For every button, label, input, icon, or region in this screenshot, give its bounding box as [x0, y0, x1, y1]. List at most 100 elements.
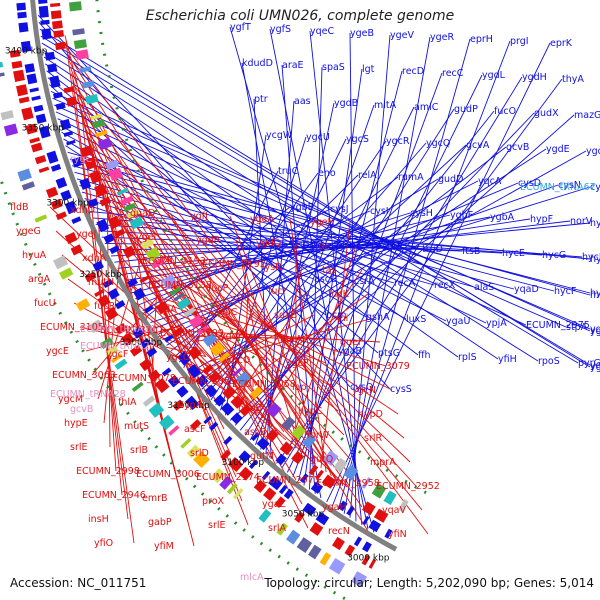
fwd-cds-out-block — [24, 63, 35, 74]
gene-label: truC — [278, 166, 299, 177]
rev-cds-out-block — [344, 544, 356, 557]
rev-cds-out-block — [220, 449, 231, 461]
gene-label: hypD — [358, 409, 383, 420]
gene-label: spaS — [322, 62, 345, 73]
cog-out-block — [99, 337, 114, 350]
fwd-cds-block — [250, 431, 260, 442]
rev-cds-out-block — [332, 536, 345, 551]
connector-line — [93, 154, 117, 472]
gene-label: hycI — [590, 254, 600, 265]
fwd-cds-block — [47, 63, 58, 73]
gene-label: yqaA — [590, 360, 600, 371]
gene-label: ECUMN_2998 — [76, 466, 140, 477]
gene-label: yqeC — [310, 26, 334, 37]
gene-label: ygcQ — [426, 138, 450, 149]
connector-line — [52, 97, 591, 330]
gene-label: yfiM — [154, 541, 174, 552]
fwd-cds-block — [196, 374, 209, 388]
rev-cds-out-block — [121, 332, 136, 347]
cog-in-block — [323, 450, 339, 466]
connector-line — [59, 125, 447, 322]
gene-label: mltA — [374, 100, 397, 111]
gene-label: hypE — [64, 418, 88, 429]
cog-in-block — [196, 325, 209, 336]
gene-label: lysR — [262, 262, 282, 273]
gene-label: hycD — [590, 288, 600, 299]
rev-cds-block — [373, 508, 389, 523]
cog-in-block — [291, 424, 306, 440]
gene-label: ygdH — [522, 72, 547, 83]
cog-in-block — [73, 39, 87, 50]
cog-out-block — [286, 529, 301, 545]
rev-cds-block — [173, 326, 185, 338]
fwd-cds-block — [59, 118, 72, 131]
gene-label: eprH — [470, 34, 493, 45]
cog-in-block — [85, 93, 99, 105]
gene-label: ygcN — [352, 385, 376, 396]
fwd-cds-block — [87, 198, 99, 208]
rev-cds-block — [321, 474, 337, 489]
gene-label: ygdB — [334, 98, 358, 109]
fwd-cds-block — [164, 334, 174, 343]
gene-label: pyrG — [578, 358, 600, 369]
rev-cds-out-block — [94, 288, 105, 297]
gene-label: ygeI — [136, 232, 156, 243]
cog-in-block — [188, 314, 204, 329]
fwd-cds-out-block — [278, 484, 288, 495]
gene-label: insH — [88, 514, 109, 525]
gene-label: pcm — [326, 310, 347, 321]
gene-label: gabP — [148, 517, 172, 528]
cog-out-block — [53, 255, 69, 270]
gene-label: srlE — [208, 520, 226, 531]
tick-label: 3400 kbp — [5, 46, 48, 56]
gene-label: srlB — [130, 445, 148, 456]
connector-line — [42, 49, 539, 362]
cog-in-block — [161, 274, 178, 290]
fwd-cds-out-block — [223, 435, 233, 446]
cog-in-block — [333, 457, 348, 473]
gene-label: araE — [282, 60, 304, 71]
fwd-cds-out-block — [238, 450, 252, 463]
connector-lines — [37, 14, 591, 547]
gene-label: cysN — [558, 180, 581, 191]
fwd-cds-block — [368, 519, 382, 533]
gene-label: recX — [434, 280, 456, 291]
rev-cds-out-block — [25, 123, 38, 135]
fwd-cds-block — [133, 287, 146, 301]
fwd-cds-out-block — [362, 541, 372, 553]
gene-label: ygcS — [346, 134, 369, 145]
rev-cds-out-block — [361, 554, 371, 566]
connector-line — [69, 158, 591, 294]
gene-label: ptr — [254, 94, 268, 105]
gene-label: rplS — [458, 352, 477, 363]
connector-line — [121, 257, 282, 436]
connector-line — [320, 221, 351, 469]
gene-label: kdudD — [242, 58, 273, 69]
gene-label: ECUMN_2946 — [82, 490, 146, 501]
connector-line — [210, 140, 387, 401]
cog-in-block — [108, 167, 124, 181]
rev-cds-block — [155, 301, 170, 315]
gene-label: yfiH — [498, 354, 517, 365]
gene-label: ypjA — [486, 318, 507, 329]
fwd-cds-block — [44, 51, 56, 61]
fwd-cds-out-block — [60, 189, 72, 201]
cog-out-block — [158, 414, 175, 431]
gene-label: ECUMN_3109 — [160, 328, 224, 339]
connector-line — [85, 129, 357, 484]
fwd-cds-out-block — [33, 104, 44, 113]
gene-label: hycH — [582, 252, 600, 263]
cog-in-block — [129, 216, 145, 230]
cog-out-block — [88, 319, 104, 333]
rev-cds-out-block — [21, 107, 34, 121]
rev-cds-block — [54, 41, 66, 51]
rev-cds-block — [107, 215, 122, 230]
gene-label: cysJ — [330, 204, 349, 215]
gene-label: ygdH — [220, 331, 245, 342]
gene-label: stpA — [566, 322, 588, 333]
gene-label: ECUMN_3138 — [148, 280, 212, 291]
fwd-cds-out-block — [146, 347, 158, 358]
fwd-cds-out-block — [176, 385, 189, 398]
rev-cds-out-block — [9, 49, 21, 58]
rev-cds-block — [51, 20, 63, 30]
